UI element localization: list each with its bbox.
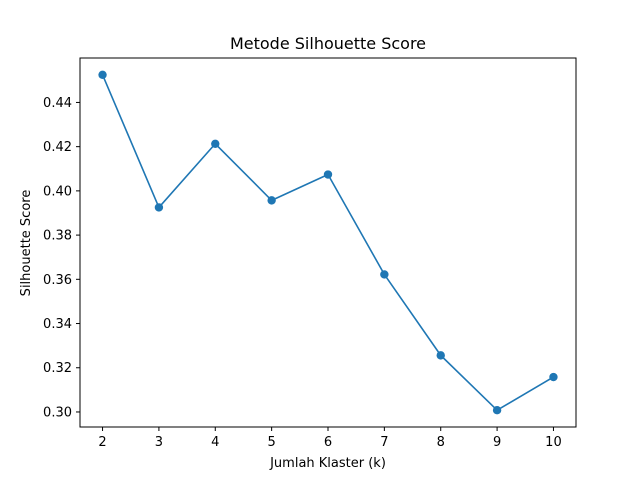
y-axis-label: Silhouette Score	[19, 190, 34, 297]
data-point	[380, 270, 389, 279]
data-point	[267, 196, 276, 205]
x-tick-label: 7	[380, 435, 388, 450]
x-tick-label: 9	[493, 435, 501, 450]
x-tick-label: 5	[267, 435, 275, 450]
chart-title: Metode Silhouette Score	[230, 34, 426, 53]
y-tick-label: 0.44	[43, 96, 72, 111]
x-tick-label: 2	[98, 435, 106, 450]
series-layer	[98, 70, 558, 415]
x-tick-label: 3	[155, 435, 163, 450]
y-tick-label: 0.34	[43, 317, 72, 332]
y-tick-label: 0.42	[43, 140, 72, 155]
data-point	[98, 70, 107, 80]
plot-frame	[79, 57, 577, 428]
data-point	[549, 372, 558, 382]
data-point	[211, 139, 220, 148]
y-tick-label: 0.30	[43, 405, 72, 420]
x-tick-label: 8	[437, 435, 445, 450]
y-tick-label: 0.36	[43, 273, 72, 288]
y-tick-label: 0.32	[43, 361, 72, 376]
y-axis-ticks: 0.30 0.32 0.34 0.36 0.38 0.40 0.42 0.44	[43, 96, 80, 420]
x-axis-label: Jumlah Klaster (k)	[269, 456, 386, 471]
y-tick-label: 0.38	[43, 229, 72, 244]
x-tick-label: 4	[211, 435, 219, 450]
data-point	[323, 170, 333, 179]
data-point	[492, 405, 502, 415]
data-point	[154, 203, 164, 212]
y-tick-label: 0.40	[43, 184, 72, 199]
data-point	[436, 351, 445, 360]
x-axis-ticks: 2 3 4 5 6 7 8 9 10	[98, 427, 562, 450]
x-tick-label: 10	[545, 435, 562, 450]
x-tick-label: 6	[324, 435, 332, 450]
